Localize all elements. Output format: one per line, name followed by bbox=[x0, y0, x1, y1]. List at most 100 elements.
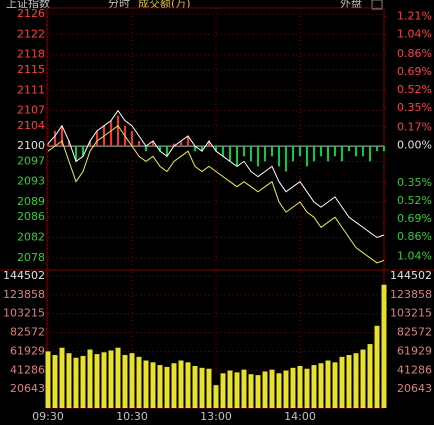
volume-bar bbox=[150, 362, 156, 408]
outer-label[interactable]: 外盘 bbox=[340, 0, 362, 10]
volume-tick-label: 103215 bbox=[390, 307, 432, 320]
volume-tick-label: 123858 bbox=[3, 288, 45, 301]
y-tick-label: 2082 bbox=[17, 231, 45, 244]
volume-bar bbox=[59, 347, 65, 408]
y-tick-label: 2126 bbox=[17, 7, 45, 20]
volume-bar bbox=[178, 360, 184, 408]
y2-tick-label: 1.04% bbox=[397, 249, 432, 262]
volume-bar bbox=[248, 374, 254, 408]
volume-bar bbox=[94, 354, 100, 408]
volume-tick-label: 41286 bbox=[397, 363, 432, 376]
volume-bar bbox=[122, 355, 128, 408]
volume-bar bbox=[143, 360, 149, 408]
volume-bar bbox=[80, 355, 86, 408]
y2-tick-label: 0.86% bbox=[397, 230, 432, 243]
volume-bar bbox=[325, 360, 331, 408]
volume-tick-label: 144502 bbox=[390, 269, 432, 282]
volume-bar bbox=[360, 349, 366, 408]
y-tick-label: 2111 bbox=[17, 83, 45, 96]
x-tick-label: 09:30 bbox=[32, 410, 64, 423]
volume-bar bbox=[262, 371, 268, 408]
y-tick-label: 2118 bbox=[17, 48, 45, 61]
volume-bar bbox=[227, 370, 233, 408]
volume-bar bbox=[332, 362, 338, 408]
volume-bar bbox=[269, 369, 275, 408]
volume-bar bbox=[304, 368, 310, 408]
volume-bar bbox=[367, 344, 373, 408]
volume-bar bbox=[45, 351, 51, 408]
index-name: 上证指数 bbox=[6, 0, 50, 10]
volume-bar bbox=[241, 369, 247, 408]
volume-bar bbox=[52, 355, 58, 408]
volume-bar bbox=[73, 357, 79, 408]
volume-bar bbox=[213, 385, 219, 408]
volume-bar bbox=[185, 362, 191, 408]
volume-tick-label: 41286 bbox=[10, 363, 45, 376]
y-tick-label: 2122 bbox=[17, 27, 45, 40]
y-tick-label: 2107 bbox=[17, 104, 45, 117]
volume-bar bbox=[381, 284, 387, 408]
volume-tick-label: 20643 bbox=[397, 382, 432, 395]
y-tick-label: 2089 bbox=[17, 195, 45, 208]
volume-bar bbox=[115, 347, 121, 408]
mode-label: 分时 bbox=[108, 0, 130, 10]
y2-tick-label: 0.35% bbox=[397, 176, 432, 189]
volume-bar bbox=[136, 356, 142, 408]
volume-bar bbox=[290, 367, 296, 408]
y2-tick-label: 0.00% bbox=[397, 138, 432, 151]
y2-tick-label: 0.86% bbox=[397, 47, 432, 60]
volume-bar bbox=[374, 325, 380, 408]
volume-bar bbox=[220, 373, 226, 408]
volume-bar bbox=[129, 353, 135, 408]
y2-tick-label: 0.52% bbox=[397, 83, 432, 96]
volume-bar bbox=[171, 363, 177, 408]
volume-tick-label: 82572 bbox=[397, 326, 432, 339]
volume-bar bbox=[318, 363, 324, 408]
volume-bar bbox=[339, 356, 345, 408]
volume-label: 成交额(万) bbox=[138, 0, 191, 10]
y-tick-label: 2115 bbox=[17, 63, 45, 76]
x-tick-label: 14:00 bbox=[284, 410, 316, 423]
toggle-icon[interactable] bbox=[371, 0, 383, 10]
volume-bar bbox=[101, 352, 107, 408]
y-tick-label: 2097 bbox=[17, 154, 45, 167]
y2-tick-label: 1.04% bbox=[397, 28, 432, 41]
volume-bar bbox=[283, 370, 289, 408]
volume-bar bbox=[255, 375, 261, 408]
volume-tick-label: 123858 bbox=[390, 288, 432, 301]
volume-bar bbox=[234, 372, 240, 408]
volume-bar bbox=[66, 353, 72, 408]
volume-tick-label: 144502 bbox=[3, 269, 45, 282]
y2-tick-label: 0.69% bbox=[397, 212, 432, 225]
y2-tick-label: 0.52% bbox=[397, 194, 432, 207]
volume-bar bbox=[297, 365, 303, 408]
volume-bar bbox=[276, 373, 282, 408]
y-tick-label: 2100 bbox=[17, 139, 45, 152]
volume-tick-label: 82572 bbox=[10, 326, 45, 339]
y2-tick-label: 1.21% bbox=[397, 10, 432, 23]
y-tick-label: 2104 bbox=[17, 119, 45, 132]
volume-bar bbox=[108, 350, 114, 408]
volume-tick-label: 103215 bbox=[3, 307, 45, 320]
x-tick-label: 10:30 bbox=[116, 410, 148, 423]
volume-bar bbox=[199, 367, 205, 408]
volume-bar bbox=[192, 365, 198, 408]
volume-tick-label: 61929 bbox=[10, 344, 45, 357]
y-tick-label: 2078 bbox=[17, 251, 45, 264]
volume-tick-label: 20643 bbox=[10, 382, 45, 395]
y2-tick-label: 0.17% bbox=[397, 120, 432, 133]
volume-bar bbox=[311, 365, 317, 408]
volume-bar bbox=[164, 366, 170, 408]
volume-bar bbox=[157, 365, 163, 408]
y2-tick-label: 0.35% bbox=[397, 101, 432, 114]
volume-bar bbox=[346, 355, 352, 408]
volume-bar bbox=[206, 368, 212, 408]
y2-tick-label: 0.69% bbox=[397, 65, 432, 78]
y-tick-label: 2086 bbox=[17, 210, 45, 223]
volume-bar bbox=[353, 353, 359, 408]
volume-tick-label: 61929 bbox=[397, 344, 432, 357]
y-tick-label: 2093 bbox=[17, 175, 45, 188]
average-line bbox=[47, 125, 385, 264]
volume-bar bbox=[87, 349, 93, 408]
